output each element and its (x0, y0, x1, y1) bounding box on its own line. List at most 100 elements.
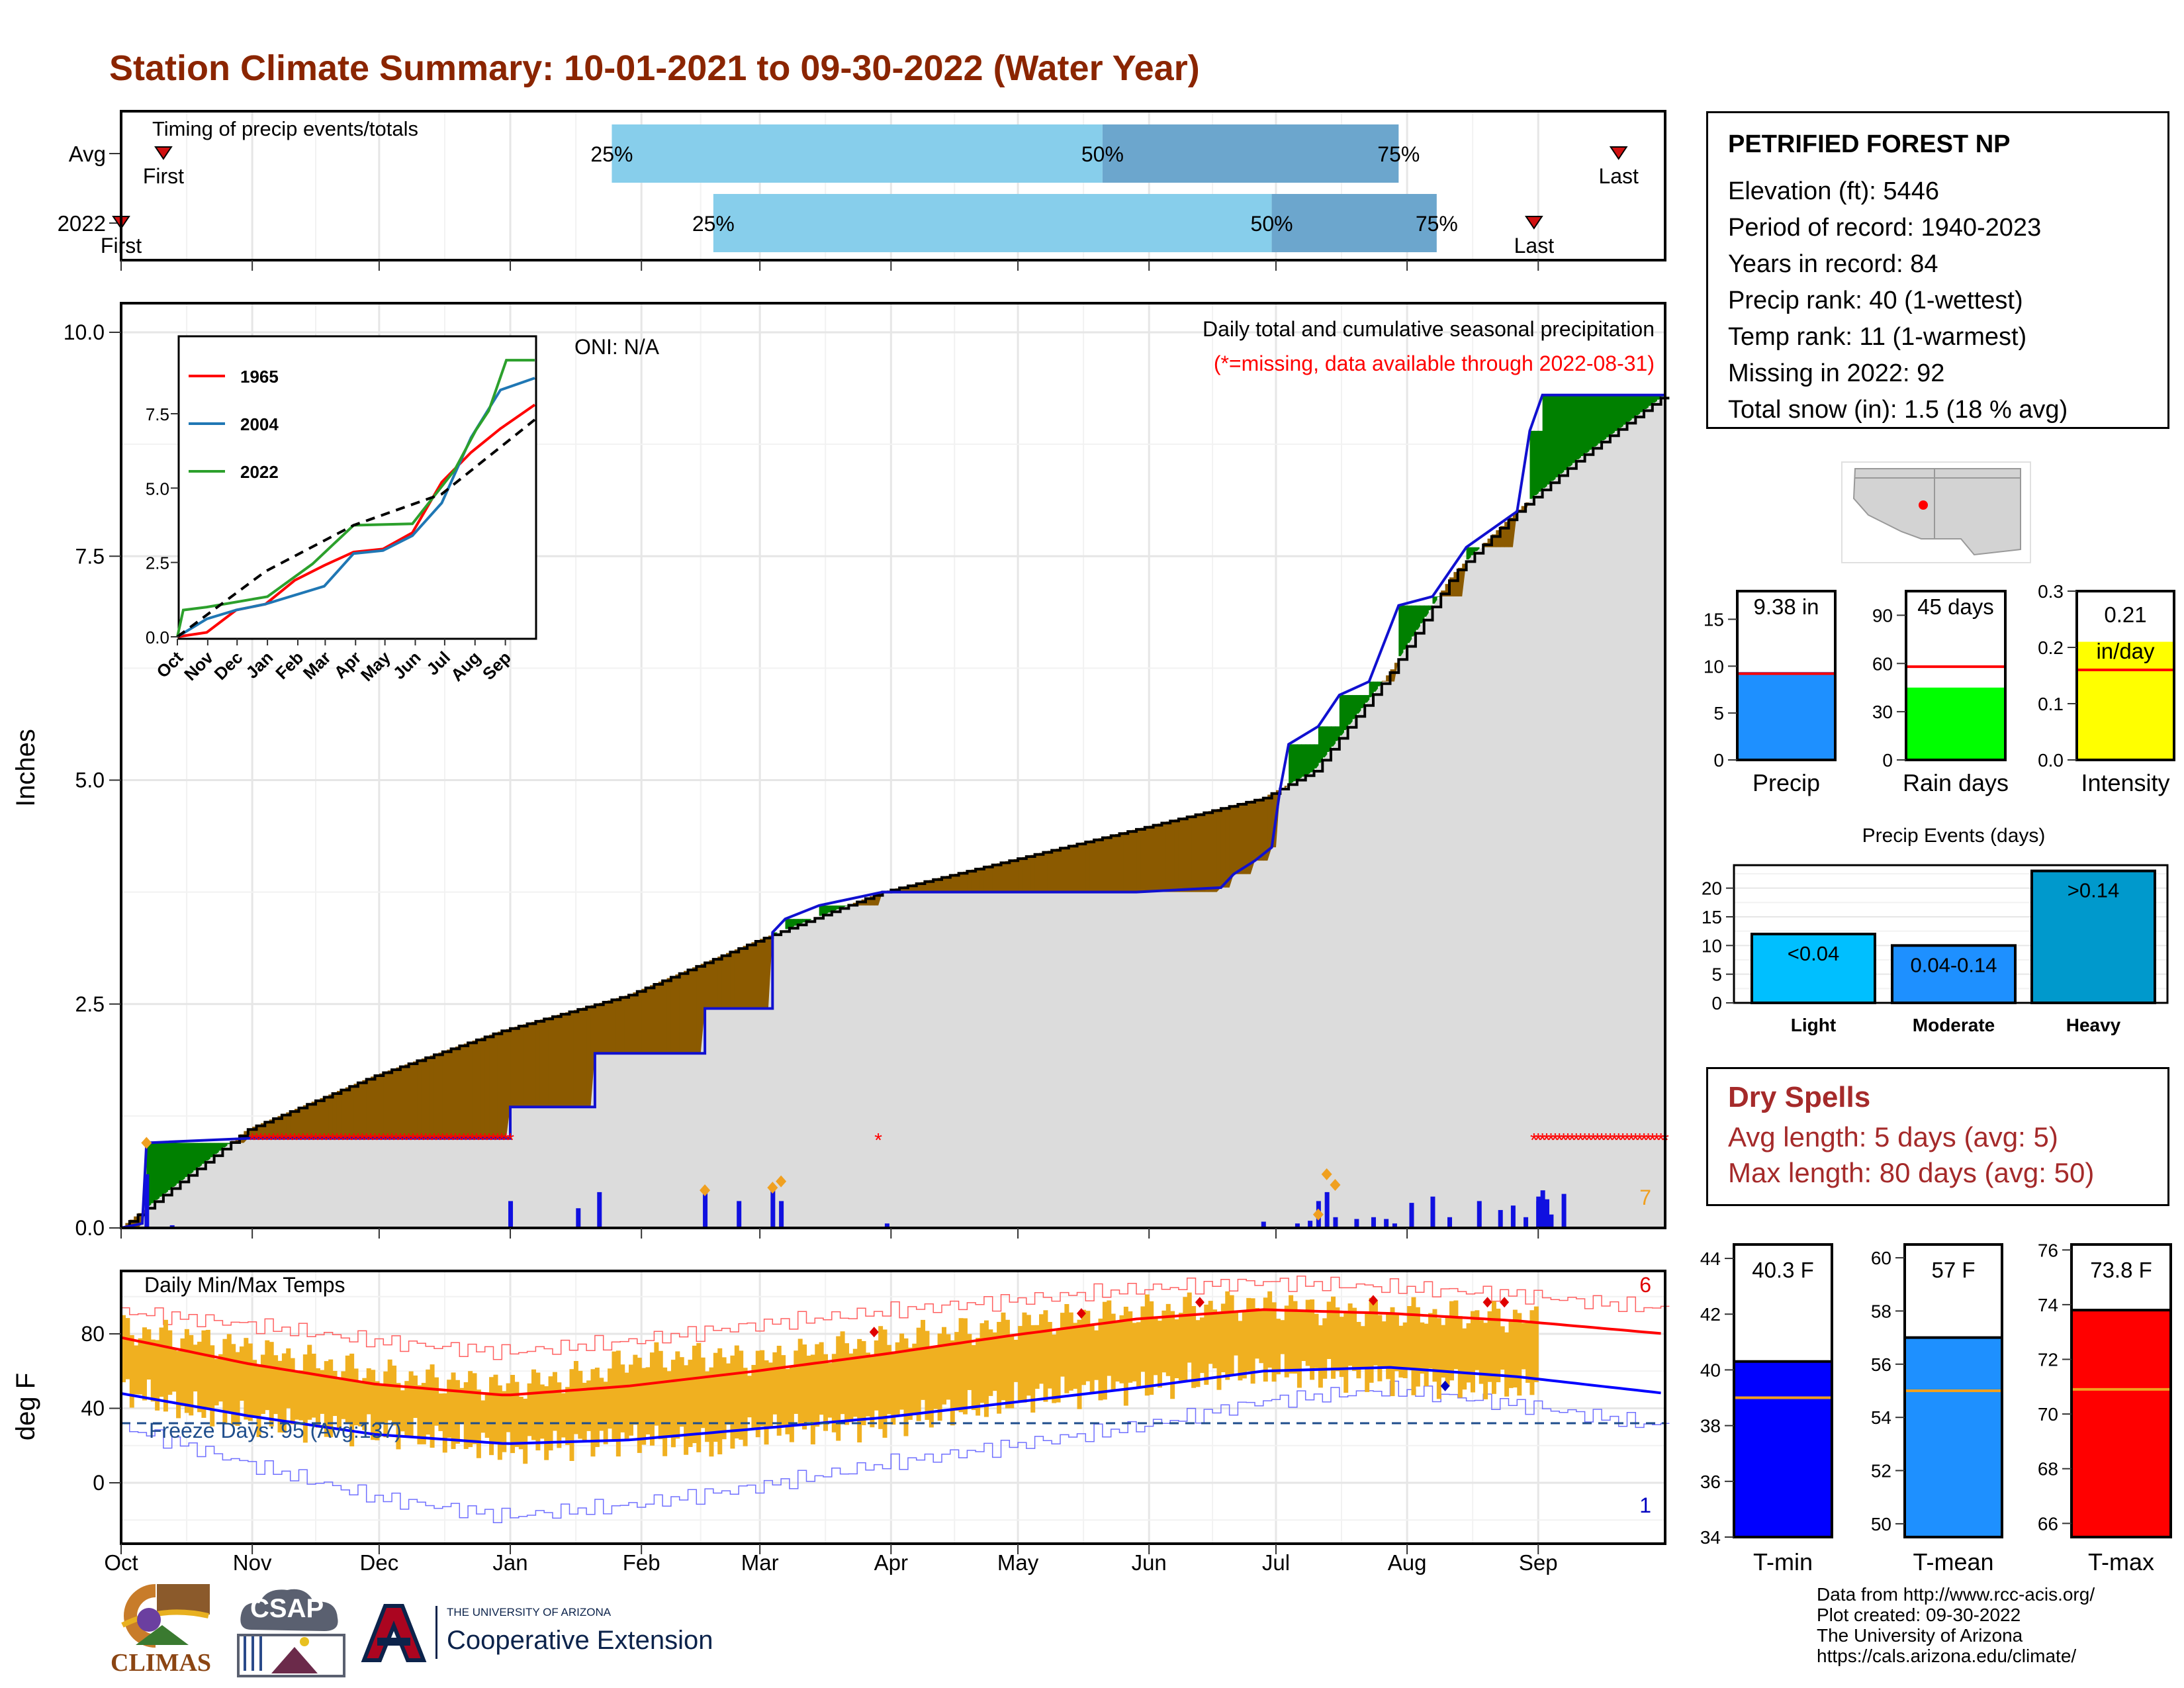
precip-anomaly-fill (997, 863, 1002, 892)
daily-temp-bar (594, 1368, 600, 1447)
missing-day-marker: * (400, 1130, 408, 1152)
daily-temp-bar (375, 1381, 380, 1440)
record-high-marker (1076, 1308, 1086, 1319)
precip-anomaly-fill (552, 1015, 558, 1107)
daily-temp-bar (1005, 1319, 1010, 1409)
daily-temp-bar (988, 1329, 993, 1396)
precip-anomaly-fill (1034, 854, 1040, 892)
daily-temp-bar (214, 1358, 219, 1406)
daily-temp-bar (298, 1370, 304, 1421)
daily-temp-bar (336, 1380, 341, 1430)
precip-anomaly-fill (971, 869, 976, 892)
precip-total-frame (1736, 590, 1837, 761)
precip-anomaly-fill (645, 987, 651, 1054)
daily-temp-bar (205, 1329, 210, 1410)
daily-temp-bar (734, 1345, 739, 1438)
daily-temp-bar (954, 1332, 960, 1411)
daily-precip-bar (597, 1192, 602, 1228)
precip-anomaly-fill (193, 1143, 198, 1171)
daily-temp-bar (1453, 1300, 1459, 1370)
missing-day-marker: * (1636, 1130, 1644, 1152)
daily-temp-bar (332, 1370, 338, 1417)
precip-anomaly-fill (1551, 395, 1556, 481)
precip-anomaly-fill (523, 1024, 528, 1107)
oni-label: ONI: N/A (574, 335, 660, 359)
daily-temp-bar (907, 1347, 913, 1420)
precip-anomaly-fill (1271, 792, 1277, 847)
daily-temp-bar (1001, 1312, 1006, 1401)
precip-anomaly-fill (929, 880, 934, 892)
daily-temp-bar (244, 1338, 249, 1420)
daily-temp-bar (1225, 1291, 1230, 1380)
precip-anomaly-fill (582, 1008, 587, 1107)
precip-anomaly-fill (1555, 395, 1561, 478)
daily-temp-bar (1064, 1304, 1069, 1393)
precip-anomaly-fill (357, 1082, 363, 1139)
daily-temp-bar (1369, 1297, 1374, 1383)
precip-anomaly-fill (514, 1027, 520, 1107)
daily-temp-bar (1377, 1315, 1383, 1382)
missing-day-marker: * (1606, 1130, 1614, 1152)
temp-panel-frame (120, 1270, 1666, 1545)
daily-temp-bar (1170, 1311, 1175, 1399)
daily-temp-bar (781, 1355, 786, 1425)
daily-temp-bar (366, 1368, 371, 1415)
precip-anomaly-fill (1657, 395, 1662, 400)
precip-total-value-label: 0.21 (2104, 602, 2146, 627)
daily-precip-bar (1324, 1192, 1330, 1228)
daily-temp-bar (1047, 1322, 1052, 1389)
timing-bar-q50-q75 (1102, 124, 1399, 183)
daily-temp-bar (379, 1384, 384, 1425)
temp-mean-tick-label: 38 (1700, 1416, 1721, 1436)
daily-temp-bar (831, 1354, 837, 1432)
month-tick-label: Jun (1132, 1550, 1167, 1575)
precip-anomaly-fill (662, 980, 668, 1054)
precip-anomaly-fill (155, 1143, 160, 1200)
precip-anomaly-fill (557, 1014, 562, 1107)
precip-anomaly-fill (1377, 681, 1383, 686)
daily-temp-bar (1208, 1301, 1213, 1364)
precip-anomaly-fill (1470, 547, 1476, 555)
precip-event-bar (1891, 944, 2017, 1005)
daily-temp-bar (316, 1368, 321, 1428)
precip-anomaly-fill (1123, 831, 1129, 892)
precip-anomaly-fill (1547, 395, 1552, 485)
daily-temp-bar (806, 1355, 811, 1422)
precip-anomaly-fill (1297, 744, 1302, 779)
normal-max-line (120, 1308, 1661, 1397)
daily-temp-bar (311, 1353, 316, 1418)
precip-anomaly-fill (1504, 522, 1510, 547)
daily-temp-bar (764, 1360, 769, 1445)
precip-total-tick-label: 90 (1872, 605, 1893, 626)
daily-temp-bar (1030, 1325, 1036, 1413)
station-line: Total snow (in): 1.5 (18 % avg) (1728, 396, 2068, 424)
daily-temp-bar (1521, 1323, 1526, 1370)
daily-temp-bar (184, 1329, 189, 1413)
temp-mean-tick-label: 60 (1871, 1248, 1891, 1268)
timing-q50-label: 50% (1081, 142, 1124, 166)
precip-anomaly-fill (612, 999, 617, 1054)
month-tick-label: Oct (104, 1550, 138, 1575)
precip-event-bar (1751, 933, 1876, 1004)
daily-temp-bar (679, 1357, 684, 1427)
precip-anomaly-fill (489, 1034, 494, 1139)
credits: Data from http://www.rcc-acis.org/ Plot … (1817, 1584, 2095, 1666)
precip-anomaly-fill (345, 1087, 350, 1139)
missing-day-marker: * (388, 1130, 396, 1152)
daily-precip-bar (1354, 1219, 1359, 1228)
precip-anomaly-fill (958, 872, 964, 892)
daily-temp-bar (433, 1377, 439, 1426)
precip-anomaly-fill (692, 967, 698, 1054)
inset-month-label: Mar (299, 647, 335, 683)
precip-anomaly-fill (1161, 822, 1167, 892)
daily-temp-bar (155, 1340, 160, 1411)
station-line: Temp rank: 11 (1-warmest) (1728, 323, 2027, 351)
precip-y-tick-label: 2.5 (75, 992, 105, 1016)
precip-anomaly-fill (320, 1098, 325, 1139)
precip-anomaly-fill (328, 1094, 334, 1139)
precip-anomaly-fill (1567, 395, 1573, 467)
daily-temp-bar (1128, 1311, 1133, 1383)
precip-anomaly-fill (992, 864, 997, 892)
precip-anomaly-fill (1411, 605, 1416, 637)
daily-temp-bar (633, 1354, 638, 1425)
